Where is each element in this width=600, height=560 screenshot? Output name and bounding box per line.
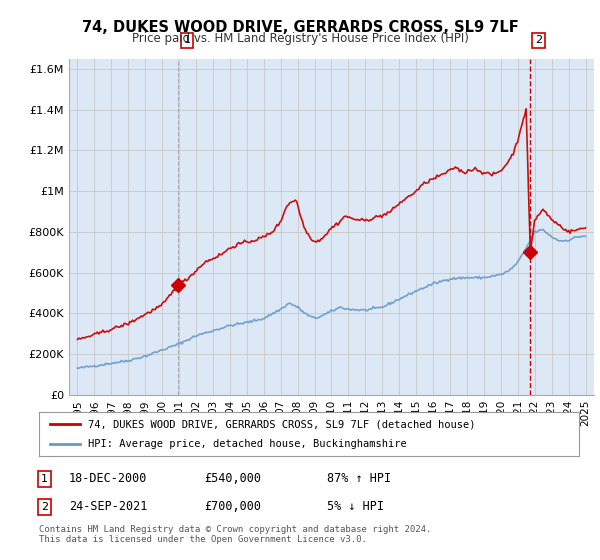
Text: 1: 1 — [41, 474, 48, 484]
Text: 18-DEC-2000: 18-DEC-2000 — [69, 472, 148, 486]
Text: 74, DUKES WOOD DRIVE, GERRARDS CROSS, SL9 7LF (detached house): 74, DUKES WOOD DRIVE, GERRARDS CROSS, SL… — [88, 419, 475, 429]
Text: 1: 1 — [184, 35, 190, 45]
Text: 2: 2 — [535, 35, 542, 45]
Text: £540,000: £540,000 — [204, 472, 261, 486]
Text: 24-SEP-2021: 24-SEP-2021 — [69, 500, 148, 514]
Text: £700,000: £700,000 — [204, 500, 261, 514]
Text: HPI: Average price, detached house, Buckinghamshire: HPI: Average price, detached house, Buck… — [88, 439, 406, 449]
Text: 2: 2 — [41, 502, 48, 512]
Text: Contains HM Land Registry data © Crown copyright and database right 2024.
This d: Contains HM Land Registry data © Crown c… — [39, 525, 431, 544]
Text: 87% ↑ HPI: 87% ↑ HPI — [327, 472, 391, 486]
Text: 5% ↓ HPI: 5% ↓ HPI — [327, 500, 384, 514]
Text: 74, DUKES WOOD DRIVE, GERRARDS CROSS, SL9 7LF: 74, DUKES WOOD DRIVE, GERRARDS CROSS, SL… — [82, 20, 518, 35]
Text: Price paid vs. HM Land Registry's House Price Index (HPI): Price paid vs. HM Land Registry's House … — [131, 32, 469, 45]
